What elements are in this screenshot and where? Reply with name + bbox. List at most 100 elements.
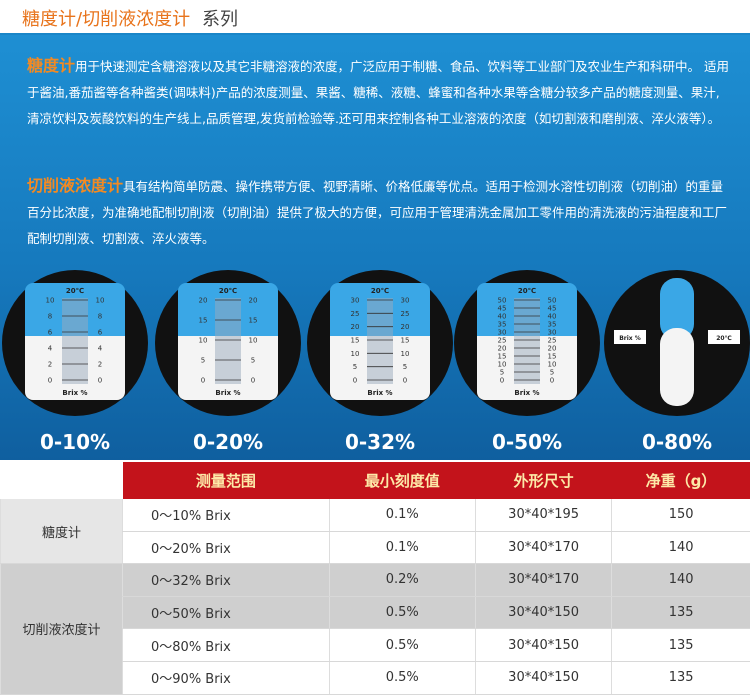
gauge-label: 0-10%	[0, 430, 150, 454]
tick-label: 5	[201, 357, 205, 365]
tick-label: 2	[98, 361, 102, 369]
tick-label: 2	[48, 361, 52, 369]
tick-label: 15	[351, 337, 360, 345]
tick-label: 15	[548, 353, 557, 361]
tick-label: 5	[251, 357, 255, 365]
tick-label: 0	[201, 377, 205, 385]
tick-label: 10	[548, 361, 557, 369]
gauge-label: 0-20%	[153, 430, 303, 454]
tick-label: 5	[500, 369, 504, 377]
tick-label: 4	[48, 345, 53, 353]
tick-label: 10	[401, 350, 410, 358]
tick-label: 10	[498, 361, 507, 369]
paragraph-text: 用于快速测定含糖溶液以及其它非糖溶液的浓度，广泛应用于制糖、食品、饮料等工业部门…	[27, 59, 729, 126]
tick-label: 6	[48, 329, 53, 337]
table-cell: 0.5%	[329, 661, 475, 694]
tick-label: 25	[548, 337, 557, 345]
scale-strip	[514, 298, 540, 384]
table-cell: 0～20% Brix	[123, 531, 330, 564]
tick-label: 45	[548, 305, 557, 313]
gauge-temp: 20℃	[716, 335, 732, 342]
tick-label: 0	[251, 377, 255, 385]
tick-label: 0	[550, 377, 554, 385]
tick-label: 35	[548, 321, 557, 329]
gauge-label: 0-32%	[305, 430, 455, 454]
tick-label: 0	[500, 377, 504, 385]
group-label: 切削液浓度计	[1, 564, 123, 694]
gauge-dial: Brix % 20℃	[602, 268, 750, 418]
group-label: 糖度计	[1, 499, 123, 564]
window-white	[660, 328, 694, 406]
paragraph-text: 具有结构简单防震、操作携带方便、视野清晰、价格低廉等优点。适用于检测水溶性切削液…	[27, 179, 727, 246]
table-cell: 30*40*150	[475, 629, 612, 662]
header-cell	[1, 462, 123, 499]
tick-label: 15	[199, 317, 208, 325]
tick-label: 10	[46, 297, 55, 305]
gauge-unit: Brix %	[619, 335, 641, 342]
tick-label: 30	[548, 329, 557, 337]
gauge-temp: 20℃	[518, 287, 536, 295]
table-cell: 0～80% Brix	[123, 629, 330, 662]
table-cell: 0.5%	[329, 629, 475, 662]
tick-label: 35	[498, 321, 507, 329]
table-cell: 140	[612, 531, 750, 564]
table-cell: 0.1%	[329, 499, 475, 531]
table-cell: 135	[612, 661, 750, 694]
tick-label: 20	[249, 297, 258, 305]
table-cell: 30*40*170	[475, 564, 612, 597]
table-cell: 0～10% Brix	[123, 499, 330, 531]
tick-label: 5	[550, 369, 554, 377]
gauge-temp: 20℃	[66, 287, 84, 295]
tick-label: 20	[199, 297, 208, 305]
tick-label: 45	[498, 305, 507, 313]
table-cell: 135	[612, 629, 750, 662]
tick-label: 30	[498, 329, 507, 337]
header-cell: 测量范围	[123, 462, 330, 499]
paragraph: 糖度计用于快速测定含糖溶液以及其它非糖溶液的浓度，广泛应用于制糖、食品、饮料等工…	[27, 53, 732, 132]
tick-label: 20	[498, 345, 507, 353]
table-cell: 30*40*150	[475, 596, 612, 629]
tick-label: 30	[401, 297, 410, 305]
tick-label: 50	[498, 297, 507, 305]
header-cell: 净重（g）	[612, 462, 750, 499]
tick-label: 20	[548, 345, 557, 353]
tick-label: 25	[351, 310, 360, 318]
tick-label: 25	[498, 337, 507, 345]
tick-label: 6	[98, 329, 103, 337]
tick-label: 30	[351, 297, 360, 305]
tick-label: 10	[351, 350, 360, 358]
gauge-unit: Brix %	[367, 389, 392, 397]
table-cell: 150	[612, 499, 750, 531]
table-cell: 30*40*150	[475, 661, 612, 694]
gauge-temp: 20℃	[371, 287, 389, 295]
tick-label: 0	[98, 377, 102, 385]
scale-strip	[215, 298, 241, 384]
paragraph: 切削液浓度计具有结构简单防震、操作携带方便、视野清晰、价格低廉等优点。适用于检测…	[27, 173, 732, 252]
scale-strip	[62, 298, 88, 384]
title: 糖度计/切削液浓度计	[22, 5, 190, 31]
table-cell: 0～90% Brix	[123, 661, 330, 694]
tick-label: 10	[96, 297, 105, 305]
title-suffix: 系列	[202, 5, 238, 31]
tick-label: 20	[351, 323, 360, 331]
table-cell: 0.2%	[329, 564, 475, 597]
tick-label: 4	[98, 345, 103, 353]
gauge-unit: Brix %	[62, 389, 87, 397]
tick-label: 15	[249, 317, 258, 325]
tick-label: 40	[548, 313, 557, 321]
gauge-unit: Brix %	[514, 389, 539, 397]
tick-label: 25	[401, 310, 410, 318]
table-cell: 135	[612, 596, 750, 629]
tick-label: 0	[353, 377, 357, 385]
gauge-temp: 20℃	[219, 287, 237, 295]
table-cell: 0.5%	[329, 596, 475, 629]
paragraph-lead: 糖度计	[27, 56, 75, 75]
